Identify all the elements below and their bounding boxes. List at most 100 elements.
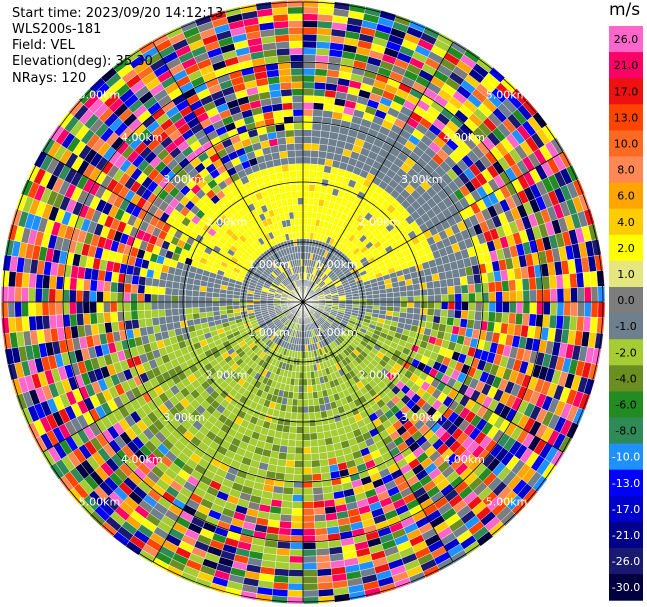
velocity-cell: [311, 459, 321, 468]
velocity-cell: [307, 197, 315, 206]
velocity-cell: [313, 398, 320, 406]
velocity-cell: [461, 301, 469, 311]
velocity-cell: [302, 385, 308, 393]
velocity-cell: [569, 315, 578, 331]
velocity-cell: [275, 465, 286, 474]
velocity-cell: [311, 136, 321, 145]
velocity-cell: [75, 289, 84, 303]
velocity-cell: [447, 309, 455, 319]
velocity-cell: [232, 298, 240, 303]
velocity-cell: [124, 319, 133, 331]
velocity-cell: [315, 54, 330, 63]
velocity-cell: [441, 301, 449, 310]
velocity-cell: [302, 88, 315, 96]
velocity-cell: [278, 451, 288, 461]
velocity-cell: [198, 290, 207, 298]
velocity-cell: [164, 308, 173, 317]
velocity-cell: [302, 190, 309, 199]
velocity-cell: [298, 385, 304, 393]
velocity-cell: [420, 288, 428, 296]
velocity-cell: [287, 583, 304, 591]
velocity-cell: [508, 312, 517, 325]
velocity-cell: [320, 410, 328, 419]
velocity-cell: [42, 274, 51, 289]
velocity-cell: [570, 287, 578, 303]
velocity-cell: [570, 301, 578, 317]
velocity-cell: [420, 308, 428, 316]
velocity-cell: [295, 440, 304, 448]
velocity-cell: [316, 164, 325, 173]
velocity-cell: [316, 568, 332, 577]
velocity-cell: [165, 280, 174, 289]
velocity-cell: [296, 412, 304, 421]
velocity-cell: [439, 316, 448, 325]
velocity-cell: [302, 95, 314, 103]
velocity-cell: [287, 439, 296, 448]
velocity-cell: [130, 301, 138, 312]
velocity-cell: [548, 314, 558, 329]
velocity-cell: [302, 460, 312, 468]
velocity-cell: [379, 301, 387, 307]
velocity-cell: [542, 314, 551, 329]
velocity-cell: [542, 275, 551, 290]
velocity-cell: [171, 301, 179, 310]
velocity-cell: [412, 283, 421, 291]
velocity-cell: [508, 279, 517, 292]
velocity-cell: [528, 313, 537, 327]
velocity-cell: [426, 281, 434, 290]
velocity-cell: [302, 211, 308, 219]
velocity-cell: [302, 224, 308, 233]
velocity-cell: [158, 316, 167, 325]
velocity-cell: [302, 54, 317, 62]
velocity-cell: [288, 569, 304, 577]
velocity-cell: [123, 292, 131, 303]
velocity-cell: [509, 301, 517, 314]
velocity-cell: [320, 472, 332, 481]
velocity-cell: [150, 293, 159, 303]
velocity-cell: [284, 411, 292, 420]
velocity-cell: [313, 88, 326, 97]
velocity-cell: [522, 289, 531, 303]
velocity-cell: [274, 568, 290, 577]
velocity-cell: [302, 6, 319, 15]
velocity-cell: [48, 314, 58, 329]
velocity-cell: [454, 293, 462, 303]
velocity-cell: [320, 130, 331, 139]
velocity-cell: [454, 285, 462, 295]
velocity-cell: [426, 288, 435, 296]
velocity-cell: [320, 465, 331, 474]
velocity-cell: [320, 123, 332, 132]
velocity-cell: [144, 317, 154, 327]
velocity-cell: [144, 309, 152, 319]
velocity-cell: [278, 527, 292, 536]
velocity-cell: [597, 286, 606, 303]
velocity-cell: [302, 467, 313, 475]
velocity-cell: [460, 284, 469, 294]
velocity-cell: [309, 170, 317, 179]
velocity-cell: [317, 575, 333, 584]
velocity-cell: [315, 547, 330, 557]
velocity-cell: [576, 316, 585, 332]
velocity-cell: [411, 277, 420, 285]
velocity-cell: [406, 307, 415, 314]
velocity-cell: [302, 508, 315, 516]
velocity-cell: [426, 314, 434, 323]
velocity-cell: [310, 453, 320, 461]
velocity-cell: [386, 292, 394, 298]
velocity-cell: [468, 292, 476, 303]
velocity-cell: [137, 310, 146, 320]
velocity-cell: [307, 385, 313, 393]
velocity-cell: [232, 305, 241, 310]
velocity-cell: [302, 440, 311, 448]
velocity-cell: [69, 277, 78, 291]
velocity-cell: [596, 317, 605, 334]
velocity-cell: [302, 514, 315, 523]
velocity-cell: [302, 446, 312, 455]
velocity-cell: [272, 581, 289, 591]
velocity-cell: [494, 280, 503, 293]
velocity-cell: [372, 297, 381, 303]
velocity-cell: [55, 314, 64, 329]
velocity-cell: [468, 301, 476, 312]
velocity-cell: [28, 273, 37, 289]
velocity-cell: [309, 425, 317, 434]
